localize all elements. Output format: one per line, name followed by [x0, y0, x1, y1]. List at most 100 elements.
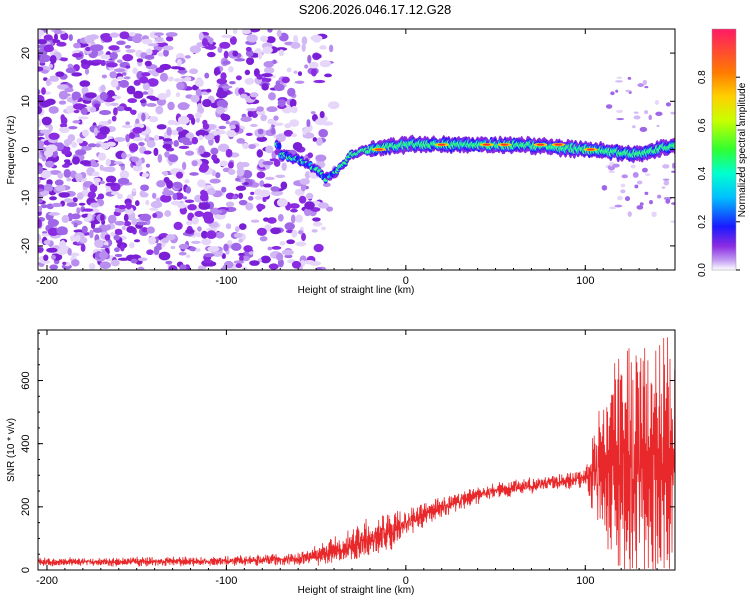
noise-blob [263, 217, 270, 222]
noise-blob [49, 75, 59, 79]
noise-blob [117, 177, 130, 185]
noise-blob [200, 230, 208, 239]
noise-blob [630, 164, 636, 169]
noise-blob [107, 119, 112, 125]
noise-blob [310, 111, 316, 115]
noise-blob [315, 118, 327, 126]
noise-blob [259, 236, 268, 242]
noise-blob [72, 120, 81, 124]
noise-blob [131, 35, 143, 44]
noise-blob [670, 220, 675, 223]
noise-blob [78, 43, 89, 47]
noise-blob [219, 160, 228, 167]
noise-blob [148, 236, 157, 245]
noise-blob [144, 60, 152, 67]
noise-blob [117, 193, 123, 200]
noise-blob [100, 54, 113, 60]
noise-blob [256, 171, 266, 179]
noise-blob [202, 123, 210, 130]
noise-blob [207, 246, 220, 252]
noise-blob [43, 77, 48, 81]
noise-blob [100, 180, 105, 185]
noise-blob [46, 247, 58, 253]
noise-blob [240, 116, 252, 122]
noise-blob [126, 225, 136, 234]
noise-blob [228, 66, 234, 73]
noise-blob [155, 105, 164, 115]
noise-blob [220, 72, 227, 80]
noise-blob [295, 214, 304, 223]
noise-blob [124, 45, 132, 49]
noise-blob [249, 92, 259, 98]
noise-blob [176, 126, 184, 132]
noise-blob [222, 265, 227, 270]
noise-blob [113, 234, 121, 241]
noise-blob [146, 78, 159, 87]
noise-blob [238, 199, 248, 206]
noise-blob [246, 34, 258, 43]
noise-blob [221, 34, 233, 39]
noise-blob [250, 123, 258, 128]
noise-blob [164, 151, 170, 158]
noise-blob [47, 218, 60, 227]
noise-blob [273, 83, 285, 92]
noise-blob [181, 161, 187, 171]
noise-blob [141, 227, 149, 233]
noise-blob [176, 81, 185, 91]
noise-blob [49, 55, 57, 64]
noise-blob [290, 105, 298, 114]
noise-blob [257, 258, 262, 263]
noise-blob [238, 87, 245, 95]
noise-blob [271, 190, 283, 197]
noise-blob [271, 246, 282, 250]
noise-blob [656, 194, 662, 199]
noise-blob [245, 46, 252, 52]
noise-blob [195, 116, 200, 123]
noise-blob [277, 213, 284, 222]
noise-blob [231, 242, 242, 252]
noise-blob [281, 249, 294, 256]
noise-blob [157, 154, 163, 163]
noise-blob [301, 43, 306, 52]
noise-blob [131, 188, 137, 193]
noise-blob [48, 132, 60, 140]
noise-blob [189, 68, 199, 74]
noise-blob [43, 44, 54, 53]
noise-blob [153, 147, 159, 157]
ridge-peak [586, 148, 595, 151]
noise-blob [260, 35, 269, 42]
noise-blob [124, 153, 132, 158]
noise-blob [56, 226, 68, 236]
noise-blob [38, 89, 41, 95]
noise-blob [45, 78, 51, 87]
noise-blob [256, 149, 264, 158]
noise-blob [263, 183, 273, 188]
snr-ticks: -200 -100 0 100 0 200 400 600 [20, 330, 676, 587]
noise-blob [177, 202, 186, 209]
noise-blob [93, 182, 100, 186]
noise-blob [277, 99, 286, 107]
noise-blob [311, 67, 317, 77]
noise-blob [105, 182, 117, 187]
noise-blob [114, 137, 126, 142]
noise-blob [92, 227, 103, 233]
noise-blob [90, 220, 101, 225]
noise-blob [293, 35, 299, 44]
noise-blob [257, 128, 264, 135]
noise-blob [87, 143, 97, 148]
noise-blob [111, 115, 117, 122]
noise-blob [201, 37, 209, 47]
noise-blob [275, 174, 286, 178]
noise-blob [191, 216, 199, 225]
noise-blob [81, 145, 92, 151]
noise-blob [256, 203, 266, 210]
colorbar-tick-label: 0.0 [697, 263, 708, 277]
noise-blob [145, 163, 151, 168]
noise-blob [639, 126, 648, 132]
noise-blob [162, 138, 173, 142]
noise-blob [125, 65, 131, 69]
noise-blob [73, 222, 78, 228]
noise-blob [235, 177, 240, 182]
colorbar-frame [711, 28, 737, 271]
noise-blob [68, 34, 73, 41]
